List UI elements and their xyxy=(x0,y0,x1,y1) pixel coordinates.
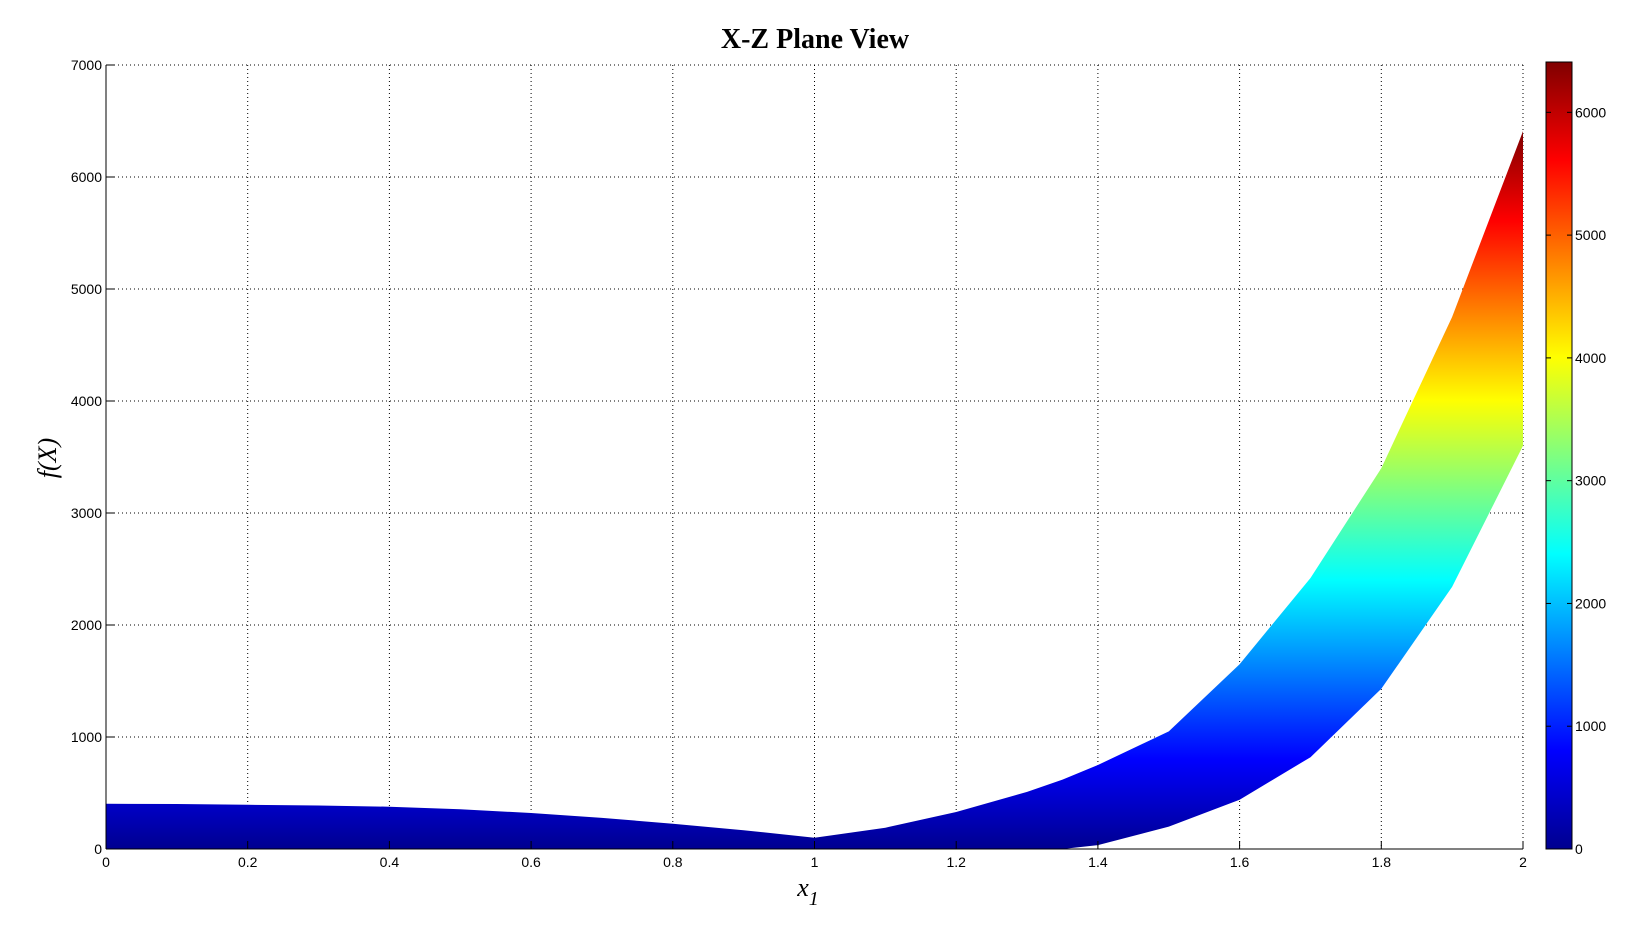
y-ticks: 0 1000 2000 3000 4000 5000 6000 7000 xyxy=(71,57,114,857)
y-tick-label: 6000 xyxy=(71,169,102,185)
x-tick-label: 0.2 xyxy=(238,854,258,870)
x-tick-label: 0 xyxy=(102,854,110,870)
y-tick-label: 0 xyxy=(94,841,102,857)
y-tick-label: 2000 xyxy=(71,617,102,633)
x-axis-label-subscript: 1 xyxy=(809,888,819,910)
y-tick-label: 4000 xyxy=(71,393,102,409)
x-tick-label: 1.6 xyxy=(1230,854,1250,870)
colorbar-tick-label: 0 xyxy=(1575,841,1583,857)
x-tick-label: 1.8 xyxy=(1372,854,1392,870)
x-tick-label: 0.6 xyxy=(521,854,541,870)
x-tick-label: 0.4 xyxy=(380,854,400,870)
y-tick-label: 3000 xyxy=(71,505,102,521)
x-axis-label-main: x xyxy=(796,873,809,902)
colorbar-tick-label: 4000 xyxy=(1575,350,1606,366)
y-tick-label: 7000 xyxy=(71,57,102,73)
colorbar-tick-label: 5000 xyxy=(1575,227,1606,243)
x-tick-label: 1.2 xyxy=(946,854,966,870)
colorbar-tick-label: 1000 xyxy=(1575,718,1606,734)
colorbar-tick-label: 6000 xyxy=(1575,104,1606,120)
chart-title: X-Z Plane View xyxy=(721,24,910,55)
x-tick-label: 0.8 xyxy=(663,854,683,870)
y-tick-label: 1000 xyxy=(71,729,102,745)
x-tick-label: 1.4 xyxy=(1088,854,1108,870)
colorbar-ticks: 0 1000 2000 3000 4000 5000 6000 xyxy=(1546,104,1606,857)
x-axis-label: x1 xyxy=(796,873,819,910)
colorbar-tick-label: 3000 xyxy=(1575,473,1606,489)
colorbar xyxy=(1545,61,1573,850)
y-tick-label: 5000 xyxy=(71,281,102,297)
colorbar-tick-label: 2000 xyxy=(1575,595,1606,611)
x-tick-label: 1 xyxy=(811,854,819,870)
x-tick-label: 2 xyxy=(1519,854,1527,870)
y-axis-label: f(X) xyxy=(33,438,62,478)
x-ticks: 0 0.2 0.4 0.6 0.8 1 1.2 1.4 1.6 1.8 2 xyxy=(102,841,1527,870)
